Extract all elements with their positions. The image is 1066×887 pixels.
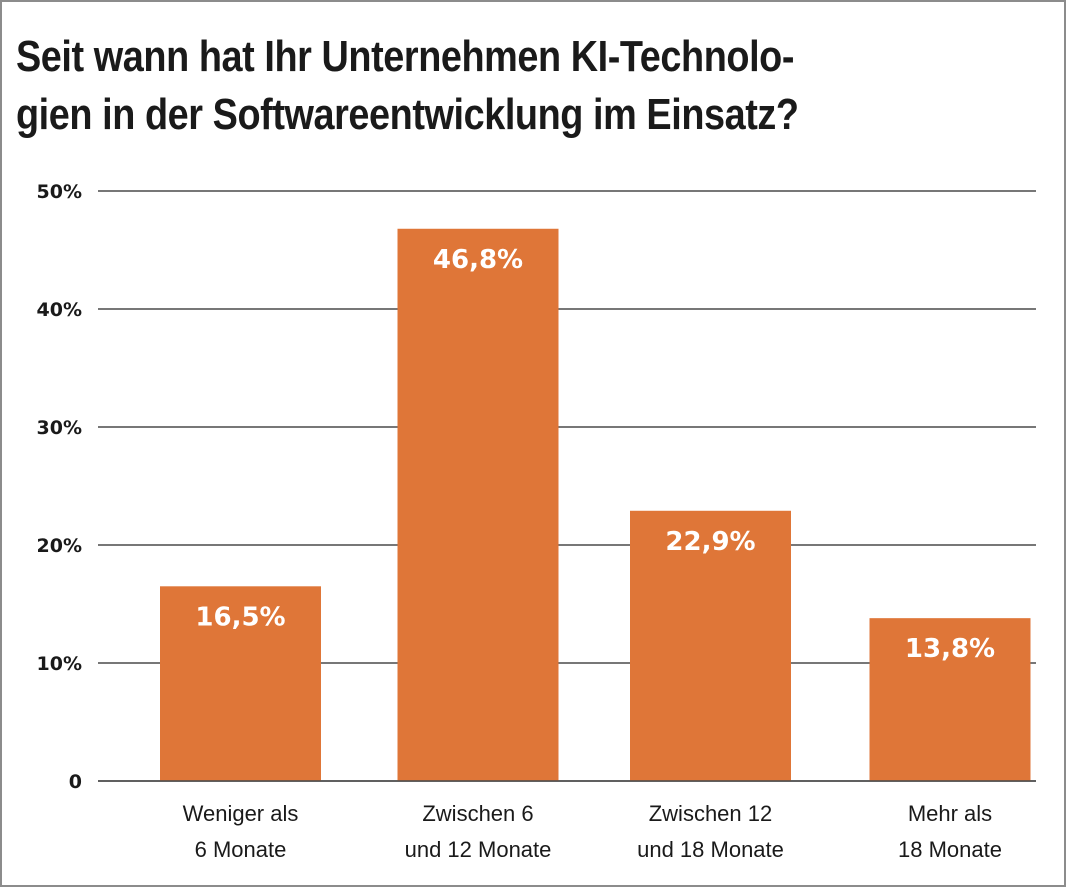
chart-title-line-2: gien in der Softwareentwicklung im Einsa… [16,90,799,139]
x-category-label: Zwischen 6 [422,801,533,826]
chart-title: Seit wann hat Ihr Unternehmen KI-Technol… [16,28,876,144]
y-tick-label: 40% [37,299,82,321]
y-tick-label: 50% [37,181,82,203]
bar-2 [397,228,559,781]
chart-title-line-1: Seit wann hat Ihr Unternehmen KI-Technol… [16,32,795,81]
bar-4 [869,618,1031,781]
y-tick-label: 0 [69,771,82,793]
bar-value-label: 13,8% [905,634,995,664]
x-category-label: 6 Monate [195,837,287,862]
y-tick-label: 10% [37,653,82,675]
x-category-label: Mehr als [908,801,992,826]
bar-value-label: 46,8% [433,245,523,275]
bar-value-label: 22,9% [665,527,755,557]
bar-value-labels: 16,5% 46,8% 22,9% 13,8% [98,245,1036,782]
x-category-label: 18 Monate [898,837,1002,862]
y-axis-ticks: 0 10% 20% 30% 40% 50% [37,181,82,793]
y-tick-label: 20% [37,535,82,557]
x-category-label: Zwischen 12 [649,801,773,826]
x-category-label: und 18 Monate [637,837,784,862]
y-tick-label: 30% [37,417,82,439]
bar-1 [160,586,321,781]
x-category-label: und 12 Monate [405,837,552,862]
bar-3 [630,510,791,781]
x-category-label: Weniger als [183,801,299,826]
bar-value-label: 16,5% [195,602,285,632]
bars [160,228,1031,781]
x-axis-category-labels: Weniger als 6 Monate Zwischen 6 und 12 Mona… [183,801,1002,862]
